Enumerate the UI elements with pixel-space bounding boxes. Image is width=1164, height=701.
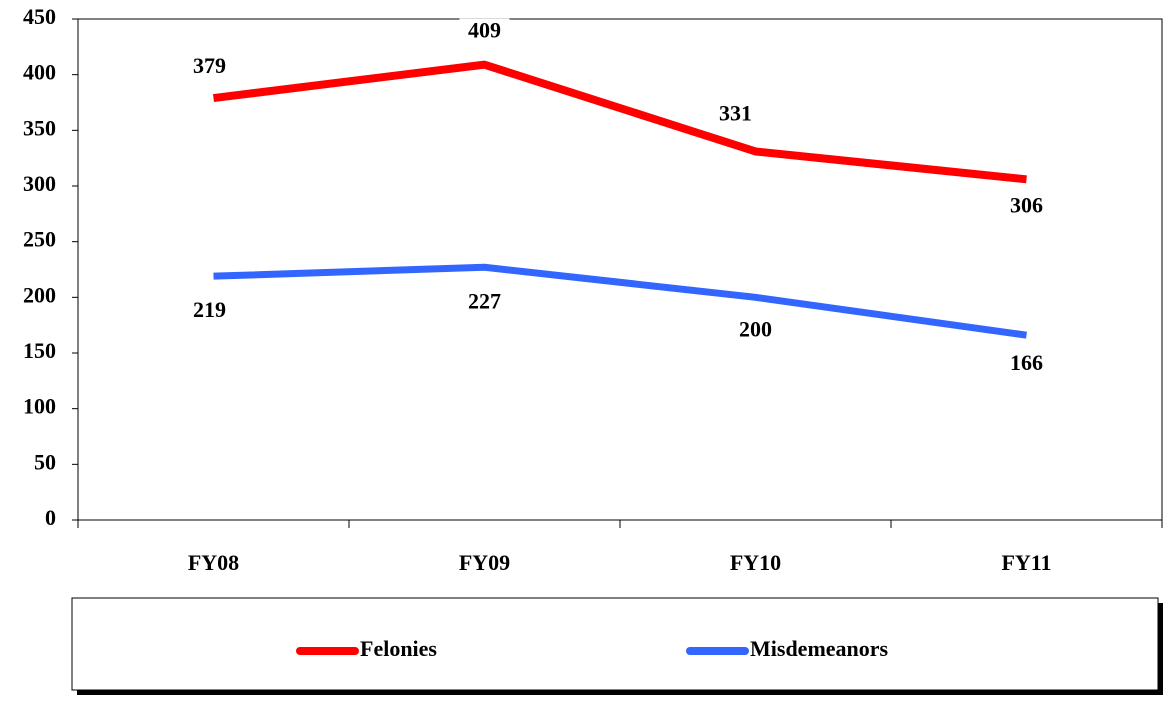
y-tick-label: 350: [23, 115, 56, 140]
line: [213, 263, 1027, 339]
data-label: 379: [193, 53, 226, 78]
data-label: 331: [719, 101, 752, 126]
x-tick-label: FY11: [1001, 550, 1051, 575]
y-tick-label: 250: [23, 227, 56, 252]
data-label: 409: [468, 18, 501, 43]
y-tick-label: 300: [23, 171, 56, 196]
legend-label: Misdemeanors: [750, 636, 889, 661]
y-tick-label: 150: [23, 338, 56, 363]
y-tick-label: 50: [34, 449, 56, 474]
y-tick-label: 450: [23, 4, 56, 29]
y-tick-label: 0: [45, 505, 56, 530]
data-label: 200: [739, 316, 772, 341]
y-tick-label: 400: [23, 60, 56, 85]
y-tick-label: 200: [23, 282, 56, 307]
x-tick-label: FY09: [459, 550, 510, 575]
data-label: 227: [468, 288, 501, 313]
line: [213, 60, 1027, 184]
x-tick-label: FY10: [730, 550, 781, 575]
x-tick-label: FY08: [188, 550, 239, 575]
legend-box: [71, 597, 1159, 691]
data-label: 166: [1010, 350, 1043, 375]
label-bg: [188, 54, 239, 83]
data-label: 219: [193, 297, 226, 322]
legend-label: Felonies: [360, 636, 437, 661]
label-bg: [730, 101, 781, 130]
label-bg: [459, 18, 510, 47]
data-label: 306: [1010, 192, 1043, 217]
y-tick-label: 100: [23, 394, 56, 419]
